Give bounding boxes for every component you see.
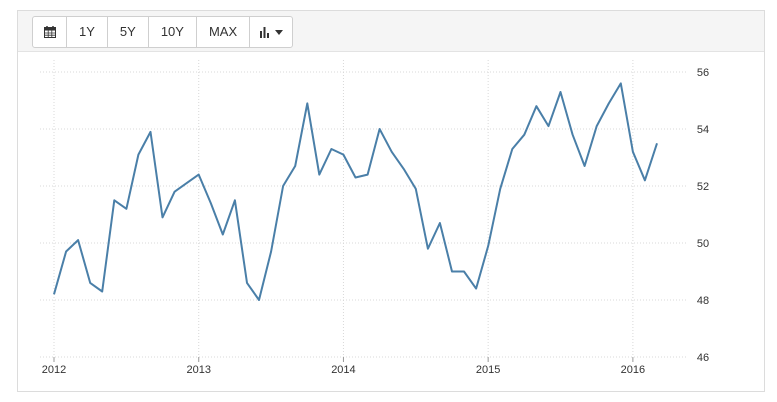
calendar-icon: [43, 26, 56, 38]
y-tick-label: 54: [697, 124, 709, 136]
chart-type-button[interactable]: [250, 17, 292, 47]
range-max-button[interactable]: MAX: [197, 17, 251, 47]
range-button-group: 1Y 5Y 10Y MAX: [32, 16, 294, 48]
series-line: [53, 82, 658, 301]
y-tick-label: 50: [697, 238, 709, 250]
y-tick-label: 56: [697, 67, 709, 79]
y-tick-label: 48: [697, 295, 709, 307]
bar-chart-icon: [259, 26, 269, 38]
x-tick-label: 2015: [476, 364, 500, 376]
x-tick-label: 2014: [331, 364, 355, 376]
x-tick-label: 2012: [42, 364, 66, 376]
y-tick-label: 46: [697, 352, 709, 364]
range-1y-button[interactable]: 1Y: [67, 17, 108, 47]
y-tick-label: 52: [697, 181, 709, 193]
calendar-button[interactable]: [33, 17, 67, 47]
x-tick-label: 2016: [621, 364, 645, 376]
range-10y-button[interactable]: 10Y: [149, 17, 197, 47]
range-5y-button[interactable]: 5Y: [108, 17, 149, 47]
chart-toolbar: 1Y 5Y 10Y MAX: [18, 11, 764, 52]
chart-container: 1Y 5Y 10Y MAX: [17, 10, 765, 392]
x-tick-label: 2013: [186, 364, 210, 376]
caret-down-icon: [274, 29, 283, 35]
